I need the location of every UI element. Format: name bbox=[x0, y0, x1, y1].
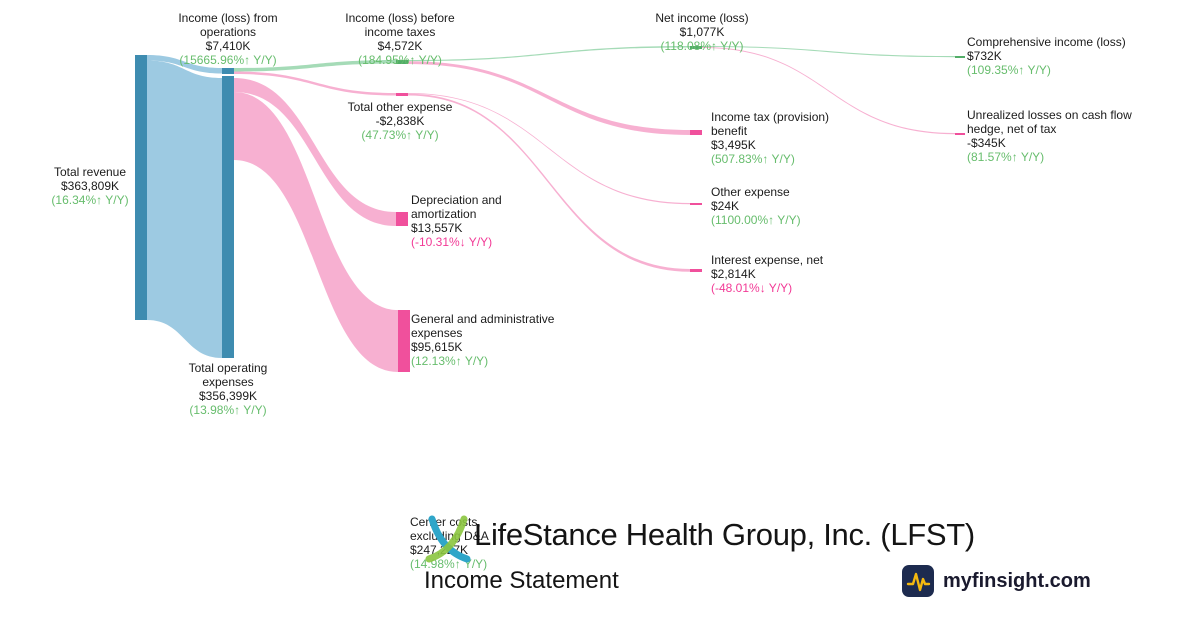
node-income-from-operations bbox=[222, 68, 234, 74]
node-name: Total revenue bbox=[53, 165, 127, 179]
node-name: Income tax (provision) benefit bbox=[711, 110, 830, 138]
node-value: $363,809K bbox=[60, 178, 120, 193]
node-name: Income (loss) from operations bbox=[178, 11, 278, 39]
node-yoy: (507.83%↑ Y/Y) bbox=[711, 151, 795, 166]
node-value: $7,410K bbox=[205, 38, 251, 53]
node-income-before-income-taxes bbox=[396, 60, 408, 64]
flow-total-other-expense-to-interest-expense bbox=[408, 93, 690, 272]
node-value: $4,572K bbox=[377, 38, 423, 53]
node-total-operating-expenses bbox=[222, 76, 234, 358]
label-total-revenue: Total revenue $363,809K (16.34%↑ Y/Y) bbox=[28, 165, 152, 208]
brand-lockup: myfinsight.com bbox=[902, 565, 1091, 597]
label-interest-expense: Interest expense, net $2,814K (-48.01%↓ … bbox=[711, 253, 871, 296]
node-net-income bbox=[690, 46, 702, 49]
flow-opex-to-general-admin bbox=[234, 92, 398, 372]
label-general-admin-expenses: General and administrative expenses $95,… bbox=[411, 312, 566, 369]
flow-net-income-to-unrealized-losses bbox=[702, 47, 955, 135]
label-total-operating-expenses: Total operating expenses $356,399K (13.9… bbox=[166, 361, 290, 418]
label-income-tax-provision: Income tax (provision) benefit $3,495K (… bbox=[711, 110, 861, 167]
node-name: Total other expense bbox=[347, 100, 453, 114]
node-value: $13,557K bbox=[411, 220, 463, 235]
node-total-other-expense bbox=[396, 93, 408, 96]
node-yoy: (16.34%↑ Y/Y) bbox=[51, 192, 129, 207]
node-value: $2,814K bbox=[711, 266, 756, 281]
label-income-before-income-taxes: Income (loss) before income taxes $4,572… bbox=[332, 11, 468, 68]
node-unrealized-losses bbox=[955, 133, 965, 135]
node-value: $24K bbox=[711, 198, 740, 213]
node-yoy: (81.57%↑ Y/Y) bbox=[967, 149, 1045, 164]
node-value: $95,615K bbox=[411, 339, 463, 354]
node-general-admin-expenses bbox=[398, 310, 410, 372]
flow-operations-to-income-before-taxes bbox=[234, 60, 396, 72]
node-comprehensive-income bbox=[955, 56, 965, 58]
node-value: $732K bbox=[967, 48, 1002, 63]
node-name: Net income (loss) bbox=[655, 11, 749, 25]
flow-total-other-expense-to-other-expense bbox=[408, 93, 690, 205]
node-other-expense bbox=[690, 203, 702, 205]
node-interest-expense bbox=[690, 269, 702, 272]
node-name: Total operating expenses bbox=[188, 361, 268, 389]
node-value: $356,399K bbox=[198, 388, 258, 403]
node-yoy: (47.73%↑ Y/Y) bbox=[361, 127, 439, 142]
node-yoy: (12.13%↑ Y/Y) bbox=[411, 353, 489, 368]
node-value: -$2,838K bbox=[375, 113, 425, 128]
node-value: -$345K bbox=[967, 135, 1006, 150]
node-name: Comprehensive income (loss) bbox=[967, 35, 1126, 49]
node-yoy: (1100.00%↑ Y/Y) bbox=[711, 212, 801, 227]
flow-income-before-taxes-to-income-tax bbox=[408, 61, 690, 136]
node-yoy: (-10.31%↓ Y/Y) bbox=[411, 234, 493, 249]
myfinsight-heartbeat-icon bbox=[902, 565, 934, 597]
node-value: $3,495K bbox=[711, 137, 756, 152]
node-yoy: (15665.96%↑ Y/Y) bbox=[179, 52, 277, 67]
node-name: Unrealized losses on cash flow hedge, ne… bbox=[967, 108, 1132, 136]
node-yoy: (-48.01%↓ Y/Y) bbox=[711, 280, 793, 295]
label-other-expense: Other expense $24K (1100.00%↑ Y/Y) bbox=[711, 185, 861, 228]
label-net-income: Net income (loss) $1,077K (118.08%↑ Y/Y) bbox=[634, 11, 770, 54]
page-subtitle: Income Statement bbox=[424, 567, 619, 594]
node-income-tax-provision bbox=[690, 130, 702, 135]
node-yoy: (118.08%↑ Y/Y) bbox=[660, 38, 744, 53]
flow-opex-to-depreciation-amortization bbox=[234, 78, 396, 226]
node-name: Income (loss) before income taxes bbox=[345, 11, 455, 39]
node-yoy: (184.95%↑ Y/Y) bbox=[358, 52, 442, 67]
node-name: Depreciation and amortization bbox=[411, 193, 502, 221]
flow-net-income-to-comprehensive-income bbox=[702, 46, 955, 58]
node-name: Other expense bbox=[711, 185, 790, 199]
node-name: General and administrative expenses bbox=[411, 312, 555, 340]
node-name: Interest expense, net bbox=[711, 253, 824, 267]
label-depreciation-amortization: Depreciation and amortization $13,557K (… bbox=[411, 193, 561, 250]
node-total-revenue bbox=[135, 55, 147, 320]
node-depreciation-amortization bbox=[396, 212, 408, 226]
label-total-other-expense: Total other expense -$2,838K (47.73%↑ Y/… bbox=[332, 100, 468, 143]
flow-revenue-to-operations bbox=[147, 55, 222, 74]
lifestance-butterfly-logo-icon bbox=[425, 515, 471, 563]
flow-income-before-taxes-to-net-income bbox=[408, 46, 690, 62]
brand-name: myfinsight.com bbox=[943, 569, 1091, 592]
node-yoy: (13.98%↑ Y/Y) bbox=[189, 402, 267, 417]
flow-revenue-to-operating-expenses bbox=[147, 60, 222, 358]
page-title: LifeStance Health Group, Inc. (LFST) bbox=[474, 517, 975, 552]
label-income-from-operations: Income (loss) from operations $7,410K (1… bbox=[160, 11, 296, 68]
label-unrealized-losses: Unrealized losses on cash flow hedge, ne… bbox=[967, 108, 1137, 165]
flow-operations-to-total-other-expense bbox=[234, 71, 396, 96]
node-yoy: (109.35%↑ Y/Y) bbox=[967, 62, 1051, 77]
node-value: $1,077K bbox=[679, 24, 725, 39]
label-comprehensive-income: Comprehensive income (loss) $732K (109.3… bbox=[967, 35, 1167, 78]
